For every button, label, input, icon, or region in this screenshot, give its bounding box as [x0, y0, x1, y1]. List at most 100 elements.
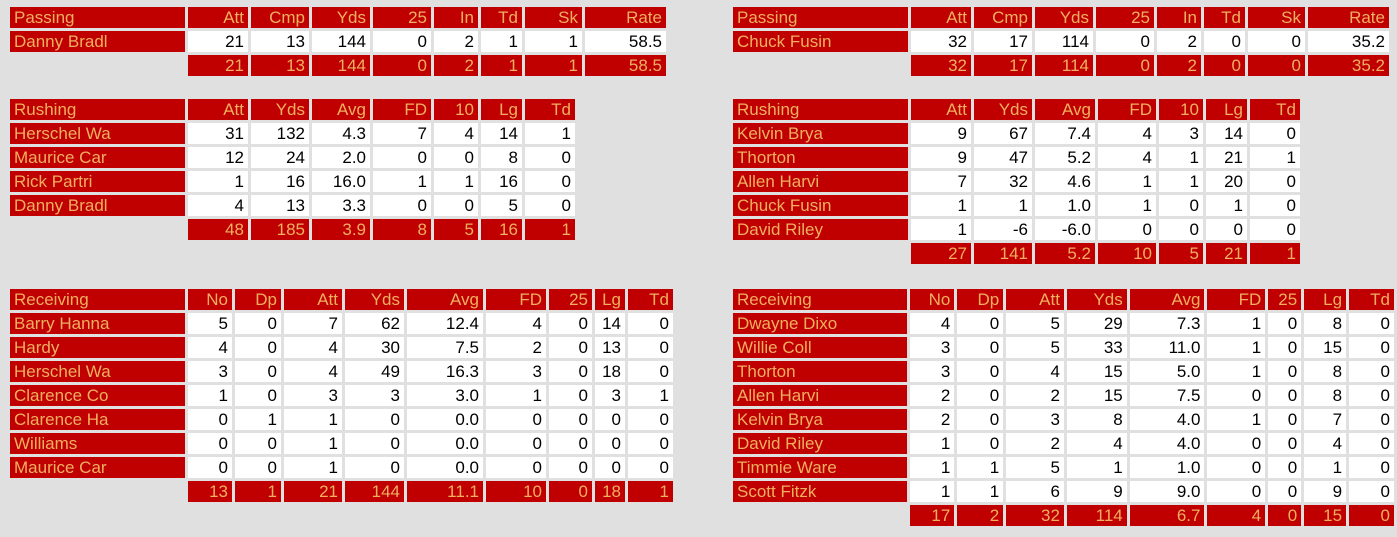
total-cell: 144 — [312, 55, 370, 76]
column-header: Yds — [312, 7, 370, 28]
left-rushing-table: Rushing Att Yds Avg FD 10 Lg Td Herschel Wa 31 132… — [7, 96, 578, 243]
stat-cell: 2 — [1006, 433, 1064, 454]
stat-cell: 5.2 — [1035, 147, 1095, 168]
stat-cell: 30 — [345, 337, 404, 358]
stat-cell: 0 — [628, 433, 673, 454]
stat-cell: 7.5 — [1129, 385, 1205, 406]
total-cell: 21 — [188, 55, 248, 76]
stat-cell: 0 — [188, 457, 232, 478]
player-row: David Riley 1 -6 -6.0 0 0 0 0 — [733, 219, 1300, 240]
stat-cell: 0 — [1349, 313, 1394, 334]
column-header: Yds — [974, 99, 1032, 120]
player-name: Thorton — [733, 147, 908, 168]
stat-cell: 1 — [486, 385, 546, 406]
stat-cell: 4 — [1304, 433, 1347, 454]
stat-cell: 0 — [1207, 481, 1266, 502]
column-header: Att — [1006, 289, 1064, 310]
stat-cell: -6.0 — [1035, 219, 1095, 240]
player-name: Timmie Ware — [733, 457, 908, 478]
player-row: Clarence Ha 0 1 1 0 0.0 0 0 0 0 — [10, 409, 673, 430]
stat-cell: 35.2 — [1308, 31, 1389, 52]
stat-cell: 4 — [486, 313, 546, 334]
stat-cell: 8 — [1304, 361, 1347, 382]
column-header: Yds — [345, 289, 404, 310]
stat-cell: 33 — [1066, 337, 1127, 358]
column-header: Avg — [312, 99, 370, 120]
stat-cell: 9 — [1304, 481, 1347, 502]
column-header: Avg — [1035, 99, 1095, 120]
stat-cell: 0 — [1098, 219, 1156, 240]
stat-cell: 0 — [1349, 361, 1394, 382]
stat-cell: 18 — [595, 361, 625, 382]
total-cell: 10 — [486, 481, 546, 502]
stat-cell: 0 — [1248, 31, 1305, 52]
stat-cell: 0.0 — [407, 457, 483, 478]
stat-cell: 4.6 — [1035, 171, 1095, 192]
player-row: Clarence Co 1 0 3 3 3.0 1 0 3 1 — [10, 385, 673, 406]
player-row: Herschel Wa 3 0 4 49 16.3 3 0 18 0 — [10, 361, 673, 382]
totals-spacer — [733, 243, 908, 264]
player-name: Herschel Wa — [10, 361, 185, 382]
stat-cell: 4 — [434, 123, 478, 144]
column-header: Td — [525, 99, 575, 120]
stat-cell: 1 — [1304, 457, 1347, 478]
player-row: Hardy 4 0 4 30 7.5 2 0 13 0 — [10, 337, 673, 358]
total-cell: 0 — [549, 481, 592, 502]
stat-cell: 0 — [434, 147, 478, 168]
stat-cell: 1 — [1207, 361, 1266, 382]
player-name: Kelvin Brya — [733, 123, 908, 144]
stat-cell: 2.0 — [312, 147, 370, 168]
player-row: Kelvin Brya 2 0 3 8 4.0 1 0 7 0 — [733, 409, 1394, 430]
stat-cell: 16.3 — [407, 361, 483, 382]
stat-cell: 1 — [910, 457, 955, 478]
stat-cell: 0 — [549, 409, 592, 430]
total-cell: 0 — [1248, 55, 1305, 76]
stat-cell: 1 — [284, 409, 342, 430]
totals-spacer — [10, 481, 185, 502]
stat-cell: 0 — [549, 457, 592, 478]
stat-cell: 1 — [1206, 195, 1247, 216]
total-cell: 27 — [911, 243, 971, 264]
totals-spacer — [10, 219, 185, 240]
stat-cell: 3.3 — [312, 195, 370, 216]
player-name: Maurice Car — [10, 147, 185, 168]
column-header: 10 — [434, 99, 478, 120]
column-header: Dp — [957, 289, 1004, 310]
stat-cell: 0 — [1268, 313, 1302, 334]
stat-cell: 2 — [910, 409, 955, 430]
total-cell: 2 — [434, 55, 478, 76]
total-cell: 21 — [1206, 243, 1247, 264]
column-header: Rate — [1308, 7, 1389, 28]
left-passing-table: Passing Att Cmp Yds 25 In Td Sk Rate Danny Bradl 2… — [7, 4, 669, 79]
player-row: Dwayne Dixo 4 0 5 29 7.3 1 0 8 0 — [733, 313, 1394, 334]
total-cell: 8 — [373, 219, 431, 240]
stat-cell: 13 — [595, 337, 625, 358]
total-cell: 141 — [974, 243, 1032, 264]
column-header: No — [188, 289, 232, 310]
stat-cell: 1 — [235, 409, 281, 430]
stat-cell: 1 — [911, 195, 971, 216]
player-row: Timmie Ware 1 1 5 1 1.0 0 0 1 0 — [733, 457, 1394, 478]
stat-cell: 1 — [188, 171, 248, 192]
stat-cell: 7 — [1304, 409, 1347, 430]
stat-cell: 0 — [1349, 337, 1394, 358]
right-rushing-table: Rushing Att Yds Avg FD 10 Lg Td Kelvin Brya 9 67 7.… — [730, 96, 1303, 267]
stat-cell: 9 — [1066, 481, 1127, 502]
stat-cell: 31 — [188, 123, 248, 144]
totals-row: 27 141 5.2 10 5 21 1 — [733, 243, 1300, 264]
total-cell: 13 — [251, 55, 309, 76]
total-cell: 2 — [957, 505, 1004, 526]
column-header: No — [910, 289, 955, 310]
stat-cell: 2 — [1006, 385, 1064, 406]
header-row: Receiving No Dp Att Yds Avg FD 25 Lg Td — [10, 289, 673, 310]
stat-cell: 1 — [525, 123, 575, 144]
stat-cell: 58.5 — [585, 31, 666, 52]
stat-cell: 9 — [911, 147, 971, 168]
stat-cell: 15 — [1066, 385, 1127, 406]
stat-cell: 1 — [1207, 337, 1266, 358]
totals-row: 32 17 114 0 2 0 0 35.2 — [733, 55, 1389, 76]
column-header: Td — [628, 289, 673, 310]
totals-spacer — [10, 55, 185, 76]
stat-cell: 4.0 — [1129, 409, 1205, 430]
stat-cell: 0 — [1349, 433, 1394, 454]
